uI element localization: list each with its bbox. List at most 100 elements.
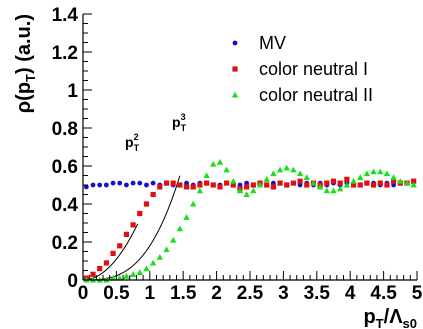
data-point bbox=[357, 182, 363, 188]
data-point bbox=[103, 182, 109, 188]
y-tick-label: 0.2 bbox=[52, 233, 78, 254]
data-point bbox=[123, 273, 130, 279]
data-point bbox=[163, 246, 170, 253]
y-tick-label: 0.8 bbox=[52, 119, 78, 140]
data-point bbox=[156, 254, 164, 260]
x-axis-title-sub: T bbox=[376, 316, 384, 329]
data-point bbox=[183, 214, 190, 220]
y-tick-label: 0 bbox=[67, 271, 78, 292]
data-point bbox=[124, 182, 129, 188]
legend-marker bbox=[232, 66, 238, 72]
x-tick-label: 0 bbox=[78, 283, 89, 304]
data-point bbox=[110, 250, 116, 256]
data-point bbox=[296, 170, 304, 177]
curve-label-2: p3 T bbox=[172, 112, 187, 133]
curve-line-1 bbox=[82, 223, 139, 281]
data-point bbox=[97, 182, 103, 188]
data-point bbox=[109, 274, 117, 281]
data-point bbox=[183, 184, 190, 190]
data-point bbox=[236, 187, 244, 194]
data-point bbox=[316, 183, 324, 190]
data-point bbox=[244, 184, 250, 190]
data-point bbox=[330, 187, 337, 194]
data-point bbox=[143, 265, 150, 272]
data-point bbox=[130, 222, 136, 228]
curve-label-sup: 3 bbox=[181, 112, 186, 122]
data-point bbox=[190, 200, 197, 207]
data-point bbox=[230, 182, 236, 188]
data-point bbox=[97, 266, 103, 272]
x-tick-label: 4 bbox=[345, 283, 356, 304]
data-point bbox=[304, 182, 310, 188]
curve-line-2 bbox=[83, 175, 181, 281]
curve-annotations: p2 Tp3 T bbox=[125, 112, 187, 153]
data-point bbox=[137, 180, 143, 186]
data-point bbox=[129, 271, 137, 277]
x-tick-label: 0.5 bbox=[103, 283, 130, 304]
data-point bbox=[277, 180, 283, 186]
data-point bbox=[303, 174, 310, 180]
data-point bbox=[210, 182, 216, 188]
data-point bbox=[410, 181, 417, 188]
data-point bbox=[230, 178, 237, 184]
data-point bbox=[149, 259, 157, 266]
data-point bbox=[343, 181, 351, 188]
curve-label-1: p2 T bbox=[125, 132, 140, 153]
data-point bbox=[90, 271, 96, 277]
data-point bbox=[176, 225, 184, 232]
x-tick-label: 3 bbox=[278, 283, 289, 304]
legend-label: MV bbox=[259, 33, 286, 53]
data-point bbox=[117, 180, 123, 186]
data-point bbox=[276, 166, 284, 173]
data-point bbox=[263, 176, 270, 182]
data-point bbox=[264, 182, 270, 188]
curve-label-sub: T bbox=[181, 123, 187, 133]
data-point bbox=[137, 210, 143, 217]
data-point bbox=[203, 180, 210, 186]
data-point bbox=[363, 170, 371, 177]
data-point bbox=[383, 170, 391, 177]
data-point bbox=[157, 184, 163, 190]
data-point bbox=[330, 178, 337, 184]
data-point bbox=[384, 182, 390, 188]
data-point bbox=[297, 178, 303, 184]
legend-label: color neutral II bbox=[259, 85, 373, 105]
legend-marker bbox=[231, 91, 239, 98]
data-point bbox=[224, 180, 230, 186]
data-point bbox=[170, 180, 176, 186]
data-point bbox=[377, 180, 383, 186]
x-tick-label: 2.5 bbox=[237, 283, 264, 304]
data-point bbox=[216, 159, 224, 165]
data-point bbox=[196, 187, 204, 194]
x-tick-label: 5 bbox=[412, 283, 423, 304]
data-point bbox=[403, 179, 411, 186]
data-point bbox=[390, 174, 397, 180]
data-point bbox=[336, 185, 344, 192]
y-tick-label: 0.4 bbox=[52, 195, 79, 216]
data-point bbox=[344, 176, 350, 182]
y-axis-title: ρ(pT) (a.u.) bbox=[13, 14, 38, 113]
x-tick-label: 1.5 bbox=[170, 283, 197, 304]
data-point bbox=[136, 269, 143, 275]
data-point bbox=[177, 182, 183, 188]
data-point bbox=[370, 182, 377, 188]
curve-label-main: p bbox=[125, 134, 134, 150]
data-point bbox=[284, 182, 290, 188]
data-point bbox=[116, 274, 123, 281]
legend: MV color neutral I color neutral II bbox=[231, 33, 373, 105]
data-point bbox=[310, 179, 317, 186]
data-point bbox=[250, 187, 257, 194]
data-point bbox=[130, 180, 136, 186]
x-tick-label: 1 bbox=[145, 283, 156, 304]
y-tick-label: 1.4 bbox=[52, 5, 79, 26]
data-point bbox=[357, 174, 364, 180]
data-point bbox=[123, 231, 130, 237]
data-point bbox=[103, 260, 109, 266]
series-3 bbox=[83, 159, 417, 283]
data-point bbox=[144, 182, 149, 188]
x-axis-title-sep: / bbox=[384, 306, 390, 328]
data-point bbox=[370, 168, 377, 175]
data-point bbox=[411, 178, 417, 184]
data-point bbox=[223, 166, 230, 173]
